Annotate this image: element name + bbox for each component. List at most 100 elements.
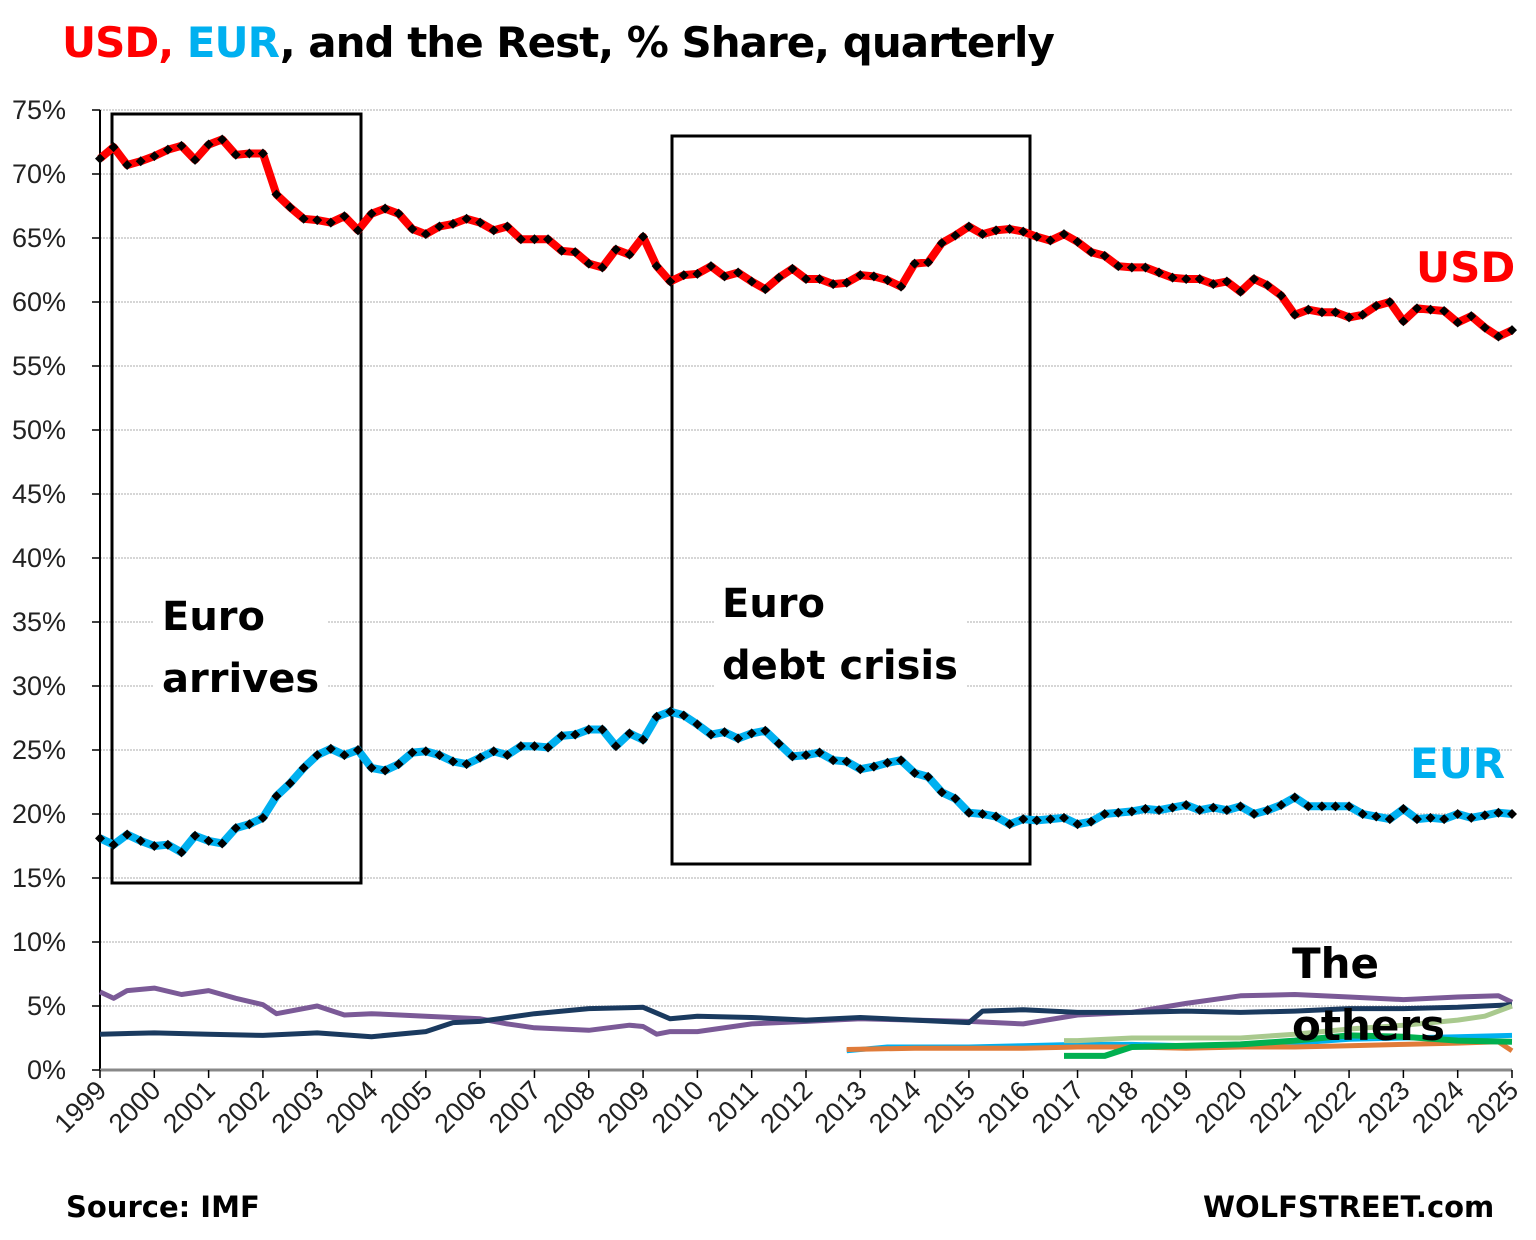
data-point-eur bbox=[638, 734, 649, 745]
data-point-usd bbox=[1154, 267, 1164, 278]
x-tick-label: 2018 bbox=[1080, 1075, 1144, 1139]
data-point-usd bbox=[1208, 279, 1219, 290]
data-point-eur bbox=[909, 768, 920, 779]
data-point-usd bbox=[352, 225, 363, 236]
data-point-eur bbox=[1126, 806, 1137, 817]
data-point-usd bbox=[1411, 303, 1422, 314]
data-point-eur bbox=[475, 752, 486, 763]
data-point-eur bbox=[950, 793, 961, 804]
data-point-usd bbox=[801, 273, 811, 284]
x-tick-label: 2013 bbox=[809, 1075, 873, 1139]
data-point-usd bbox=[217, 134, 228, 145]
data-point-eur bbox=[1018, 814, 1029, 825]
data-point-usd bbox=[434, 221, 445, 232]
data-point-usd bbox=[1439, 305, 1450, 316]
data-point-usd bbox=[1194, 273, 1205, 284]
data-point-usd bbox=[325, 217, 336, 228]
data-point-usd bbox=[1004, 224, 1015, 235]
data-point-eur bbox=[936, 787, 947, 798]
data-point-eur bbox=[1154, 805, 1164, 816]
data-point-eur bbox=[556, 730, 567, 741]
title-eur: EUR bbox=[186, 18, 281, 67]
data-point-eur bbox=[257, 812, 268, 823]
data-point-eur bbox=[298, 762, 309, 773]
data-point-usd bbox=[271, 189, 282, 200]
x-tick-label: 2012 bbox=[755, 1075, 819, 1139]
data-point-usd bbox=[1249, 273, 1260, 284]
data-point-usd bbox=[257, 148, 268, 159]
data-point-eur bbox=[1004, 819, 1015, 830]
data-point-eur bbox=[352, 745, 363, 755]
data-point-eur bbox=[407, 747, 418, 758]
x-tick-label: 2022 bbox=[1298, 1075, 1362, 1139]
data-point-eur bbox=[570, 729, 581, 740]
x-tick-label: 2005 bbox=[374, 1075, 438, 1139]
data-point-usd bbox=[1316, 307, 1327, 318]
data-point-usd bbox=[896, 281, 907, 292]
data-point-usd bbox=[705, 261, 716, 272]
data-point-eur bbox=[1384, 814, 1395, 825]
x-tick-label: 2019 bbox=[1135, 1075, 1199, 1139]
y-tick-label: 40% bbox=[12, 543, 66, 573]
x-tick-label: 2015 bbox=[917, 1075, 981, 1139]
annotation-line: arrives bbox=[162, 656, 320, 702]
data-point-eur bbox=[108, 839, 119, 850]
data-point-eur bbox=[1099, 809, 1110, 819]
data-point-usd bbox=[502, 221, 513, 232]
data-point-eur bbox=[1493, 807, 1504, 818]
data-point-eur bbox=[312, 750, 323, 761]
y-tick-label: 45% bbox=[12, 479, 66, 509]
data-point-eur bbox=[665, 706, 676, 717]
data-point-eur bbox=[991, 811, 1002, 822]
x-tick-label: 2000 bbox=[103, 1075, 167, 1139]
data-point-eur bbox=[1086, 816, 1097, 827]
data-point-usd bbox=[95, 153, 105, 164]
data-point-eur bbox=[95, 833, 105, 844]
data-point-eur bbox=[1439, 814, 1450, 825]
data-point-eur bbox=[339, 750, 350, 761]
data-point-eur bbox=[176, 847, 187, 858]
chart-title: USD, EUR, and the Rest, % Share, quarter… bbox=[62, 18, 1055, 67]
data-point-eur bbox=[855, 764, 866, 775]
annotation-line: Euro bbox=[722, 581, 826, 627]
y-tick-label: 50% bbox=[12, 415, 66, 445]
data-point-eur bbox=[624, 728, 635, 739]
data-point-eur bbox=[1194, 805, 1205, 816]
data-point-usd bbox=[461, 213, 472, 224]
label-usd: USD bbox=[1416, 243, 1516, 292]
data-point-usd bbox=[936, 238, 947, 249]
data-point-usd bbox=[1425, 304, 1436, 315]
x-tick-label: 2025 bbox=[1461, 1075, 1525, 1139]
data-point-eur bbox=[896, 755, 907, 766]
x-tick-label: 2011 bbox=[702, 1075, 764, 1137]
data-point-eur bbox=[651, 711, 662, 722]
data-point-usd bbox=[692, 268, 703, 279]
data-point-eur bbox=[760, 725, 771, 736]
data-point-usd bbox=[162, 144, 173, 155]
data-point-usd bbox=[1507, 325, 1517, 336]
data-point-eur bbox=[610, 741, 621, 752]
data-point-usd bbox=[190, 154, 201, 165]
x-tick-label: 2001 bbox=[157, 1075, 221, 1139]
data-point-usd bbox=[963, 221, 974, 232]
x-tick-label: 2006 bbox=[429, 1075, 493, 1139]
data-point-usd bbox=[610, 244, 621, 255]
data-point-usd bbox=[1086, 247, 1097, 258]
data-point-usd bbox=[1058, 229, 1069, 240]
y-tick-label: 55% bbox=[12, 351, 66, 381]
data-point-usd bbox=[556, 245, 567, 256]
data-point-usd bbox=[1289, 309, 1300, 320]
x-tick-label: 2017 bbox=[1026, 1075, 1090, 1139]
data-point-usd bbox=[448, 218, 458, 229]
source-note: Source: IMF bbox=[66, 1190, 260, 1224]
data-point-usd bbox=[977, 229, 988, 240]
data-point-usd bbox=[298, 213, 309, 224]
data-point-eur bbox=[1276, 800, 1287, 811]
x-tick-label: 2024 bbox=[1406, 1075, 1470, 1139]
data-point-usd bbox=[475, 217, 486, 228]
data-point-eur bbox=[1452, 809, 1463, 819]
data-point-eur bbox=[841, 756, 852, 767]
data-point-usd bbox=[1126, 262, 1137, 273]
data-point-usd bbox=[624, 249, 635, 260]
data-point-eur bbox=[1466, 812, 1477, 823]
